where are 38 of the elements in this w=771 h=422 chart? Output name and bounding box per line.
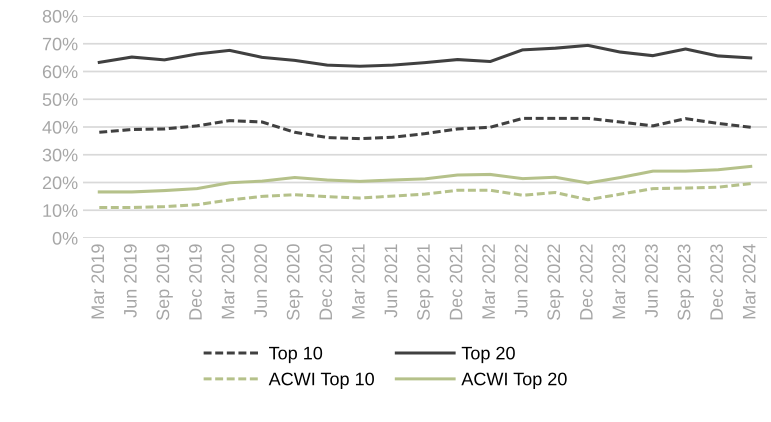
- line-series: [98, 182, 752, 210]
- y-tick-label: 0%: [52, 232, 78, 245]
- x-tick-label: Dec 2021: [450, 244, 462, 320]
- x-tick-label: Mar 2021: [352, 244, 365, 318]
- x-tick-label: Mar 2022: [482, 244, 495, 318]
- x-tick-label: Dec 2019: [189, 244, 202, 320]
- line-series: [98, 164, 752, 194]
- y-tick-label: 20%: [42, 176, 78, 190]
- x-tick-label: Mar 2019: [91, 244, 104, 318]
- line-series: [98, 44, 752, 68]
- x-tick-label: Sep 2021: [417, 244, 434, 320]
- x-tick-label: Jun 2022: [514, 244, 528, 318]
- x-tick-label: Sep 2022: [547, 244, 564, 320]
- x-tick-label: Sep 2019: [156, 244, 173, 320]
- legend-label: ACWI Top 10: [268, 372, 374, 389]
- y-tick-label: 30%: [42, 148, 78, 162]
- y-tick-label: 60%: [42, 65, 78, 78]
- x-tick-label: Jun 2019: [124, 244, 137, 318]
- y-tick-label: 10%: [43, 204, 78, 217]
- line-series: [98, 116, 752, 140]
- y-tick-label: 40%: [42, 120, 78, 134]
- x-tick-label: Dec 2023: [710, 244, 723, 320]
- legend-label: ACWI Top 20: [461, 372, 567, 389]
- legend-label: Top 20: [462, 346, 515, 364]
- y-tick-label: 50%: [42, 93, 78, 106]
- x-tick-label: Jun 2020: [254, 244, 267, 318]
- legend-label: Top 10: [269, 346, 322, 364]
- x-tick-label: Mar 2024: [742, 244, 756, 318]
- x-tick-label: Mar 2023: [612, 244, 626, 318]
- x-tick-label: Mar 2020: [222, 244, 234, 318]
- y-tick-label: 70%: [42, 38, 78, 50]
- x-tick-label: Sep 2020: [286, 244, 304, 320]
- x-tick-label: Jun 2021: [384, 244, 398, 318]
- x-tick-label: Sep 2023: [678, 244, 694, 320]
- y-tick-label: 80%: [42, 10, 78, 23]
- x-tick-label: Jun 2023: [645, 244, 658, 318]
- x-tick-label: Dec 2020: [319, 244, 332, 320]
- x-tick-label: Dec 2022: [580, 244, 593, 320]
